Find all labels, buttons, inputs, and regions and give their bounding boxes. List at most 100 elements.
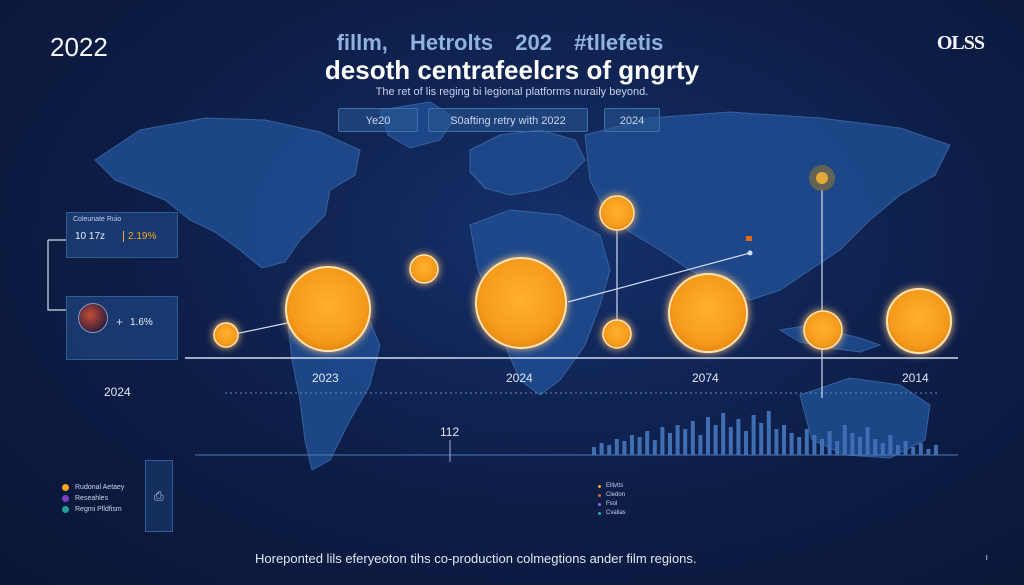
histogram-bar xyxy=(675,425,680,455)
histogram-bar xyxy=(911,447,916,455)
tab-year-20[interactable]: Ye20 xyxy=(338,108,418,132)
histogram-bar xyxy=(820,439,824,455)
histogram-bars xyxy=(592,411,938,455)
histogram-bar xyxy=(645,431,650,455)
histogram-bar xyxy=(744,431,748,455)
headline-subtitle: The ret of lis reging bi legional platfo… xyxy=(375,86,649,98)
histogram-bar xyxy=(766,411,771,455)
histogram-bar xyxy=(835,441,840,455)
histogram-bar xyxy=(637,437,642,455)
bubble-marker[interactable] xyxy=(285,266,371,352)
timeline-label: 2014 xyxy=(902,371,929,385)
tab-2024[interactable]: 2024 xyxy=(604,108,660,132)
histogram-bar xyxy=(903,441,908,455)
legend-item: Reseahles xyxy=(62,493,124,504)
histogram-bar xyxy=(774,429,779,455)
histogram-bar xyxy=(918,443,923,455)
legend-dot-icon xyxy=(62,506,69,513)
legend-dot-icon xyxy=(598,494,601,497)
histogram-bar xyxy=(630,435,634,455)
bubble-marker[interactable] xyxy=(668,273,748,353)
filter-tabs: Ye20 S0afting retry with 2022 2024 xyxy=(0,108,1024,132)
headline-word: fillm, xyxy=(336,30,388,55)
histogram-bar xyxy=(850,433,855,455)
bubble-marker[interactable] xyxy=(475,257,567,349)
histogram-bar xyxy=(797,437,802,455)
histogram-bar xyxy=(804,429,809,455)
mid-value-label: 112 xyxy=(440,425,460,439)
connector-endpoint xyxy=(747,250,753,256)
legend-dot-icon xyxy=(598,503,601,506)
legend-left: Rudonal Aetaey Reseahles Regmi Plldfism xyxy=(62,482,124,515)
histogram-bar xyxy=(751,415,756,455)
histogram-bar xyxy=(865,427,870,455)
histogram-bar xyxy=(622,441,627,455)
headline-word: 202 xyxy=(515,30,553,55)
page-marker: ı xyxy=(985,552,988,562)
map-flag-marker xyxy=(746,236,752,241)
histogram-bar xyxy=(690,421,695,455)
legend-dot-icon xyxy=(62,484,69,491)
stat-card-title: Coleunate Ruio xyxy=(73,216,122,223)
legend-dot-icon xyxy=(598,512,601,515)
legend-item: Cledon xyxy=(598,491,626,500)
histogram-bar xyxy=(728,427,733,455)
connector-line-1 xyxy=(229,321,293,336)
legend-dot-icon xyxy=(598,485,601,488)
bubble-marker[interactable] xyxy=(886,288,952,354)
histogram-bar xyxy=(698,435,703,455)
tab-shifting-retry[interactable]: S0afting retry with 2022 xyxy=(428,108,588,132)
legend-right: Elllvtts Cledon Fsol Cvalias xyxy=(598,482,626,518)
histogram-bar xyxy=(683,429,688,455)
connector-left-bracket xyxy=(47,240,66,311)
bubble-marker[interactable] xyxy=(599,195,635,231)
histogram-bar xyxy=(789,433,794,455)
bubble-marker[interactable] xyxy=(409,254,439,284)
footer-caption: Horeponted lils eferyeoton tihs co-produ… xyxy=(255,551,697,566)
histogram-bar xyxy=(812,435,817,455)
timeline-label: 2074 xyxy=(692,371,719,385)
histogram-bar xyxy=(782,425,786,455)
histogram-bar xyxy=(706,417,710,455)
brand-logo: OLSS xyxy=(936,32,985,54)
avatar xyxy=(78,303,108,333)
histogram-bar xyxy=(599,443,604,455)
continent-australia xyxy=(799,377,931,459)
headline-word: #tllefetis xyxy=(574,30,664,55)
stat-card-percent: 2.19% xyxy=(123,231,156,242)
histogram-bar xyxy=(652,440,657,455)
export-panel[interactable]: ⎙ xyxy=(145,460,173,532)
plus-icon: + xyxy=(116,315,124,329)
bubble-marker[interactable] xyxy=(213,322,239,348)
beacon-marker[interactable] xyxy=(816,172,828,184)
histogram-bar xyxy=(592,447,596,455)
legend-dot-icon xyxy=(62,495,69,502)
stat-card[interactable]: Coleunate Ruio 10 17z 2.19% xyxy=(66,212,178,258)
legend-item: Rudonal Aetaey xyxy=(62,482,124,493)
download-icon[interactable]: ⎙ xyxy=(154,489,164,503)
continent-north-america xyxy=(94,117,361,269)
headline-word: Hetrolts xyxy=(410,30,494,55)
histogram-bar xyxy=(759,423,764,455)
histogram-bar xyxy=(827,431,832,455)
continent-asia xyxy=(584,111,951,301)
histogram-bar xyxy=(926,449,931,455)
histogram-bar xyxy=(736,419,741,455)
histogram-bar xyxy=(842,425,847,455)
connector-line-2 xyxy=(567,252,751,303)
stat-card-value: 10 17z xyxy=(75,231,106,242)
histogram-bar xyxy=(888,435,893,455)
histogram-bar xyxy=(896,445,900,455)
continent-europe xyxy=(469,129,586,196)
side-year-label: 2024 xyxy=(104,385,131,399)
legend-item: Cvalias xyxy=(598,509,626,518)
legend-item: Regmi Plldfism xyxy=(62,504,124,515)
histogram-bar xyxy=(858,437,862,455)
bubble-marker[interactable] xyxy=(803,310,843,350)
histogram-bar xyxy=(880,443,885,455)
bubble-marker[interactable] xyxy=(602,319,632,349)
header-year: 2022 xyxy=(50,32,108,62)
histogram-bar xyxy=(614,439,619,455)
